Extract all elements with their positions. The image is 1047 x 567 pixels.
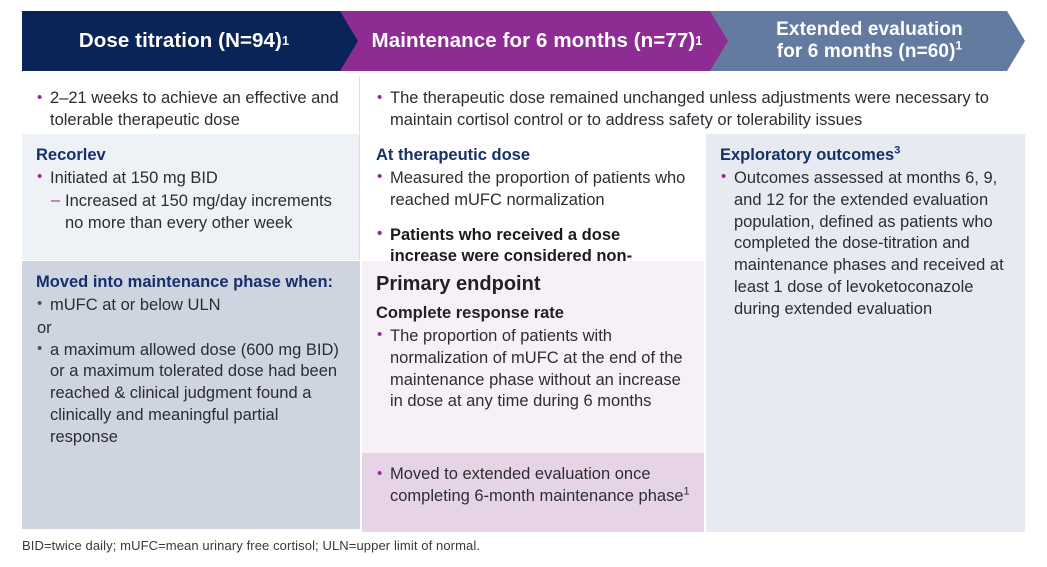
therapeutic-dose-note-list: The therapeutic dose remained unchanged … bbox=[376, 88, 1011, 132]
recorlev-heading: Recorlev bbox=[36, 146, 106, 164]
maintenance-criteria-connector: or bbox=[37, 318, 52, 337]
recorlev-dosing-list: Initiated at 150 mg BID Increased at 150… bbox=[36, 167, 345, 235]
list-item: a maximum allowed dose (600 mg BID) or a… bbox=[36, 339, 346, 450]
abbreviations-footnote: BID=twice daily; mUFC=mean urinary free … bbox=[22, 538, 481, 553]
complete-response-rate-subheading: Complete response rate bbox=[376, 304, 564, 322]
phase-header-dose-titration-label: Dose titration (N=94) bbox=[78, 29, 282, 52]
cell-titration-duration: 2–21 weeks to achieve an effective and t… bbox=[22, 77, 360, 133]
maintenance-criteria-list: mUFC at or below ULN bbox=[36, 294, 346, 317]
exploratory-outcomes-heading: Exploratory outcomes3 bbox=[720, 145, 1011, 166]
exploratory-outcomes-superscript: 3 bbox=[894, 144, 901, 157]
phase-header-maintenance-label: Maintenance for 6 months (n=77) bbox=[371, 29, 696, 52]
moved-to-extended-evaluation-text: Moved to extended evaluation once comple… bbox=[390, 465, 684, 505]
phase-header-dose-titration: Dose titration (N=94) 1 bbox=[22, 11, 362, 71]
cell-moved-to-extended-evaluation: Moved to extended evaluation once comple… bbox=[362, 453, 704, 532]
list-item: The therapeutic dose remained unchanged … bbox=[376, 88, 1011, 132]
at-therapeutic-dose-heading: At therapeutic dose bbox=[376, 146, 531, 164]
phase-content-grid: 2–21 weeks to achieve an effective and t… bbox=[22, 77, 1025, 532]
list-item: The proportion of patients with normaliz… bbox=[376, 325, 690, 414]
phase-header-maintenance: Maintenance for 6 months (n=77) 1 bbox=[340, 11, 732, 71]
maintenance-criteria-heading: Moved into maintenance phase when: bbox=[36, 273, 334, 291]
list-item-sub: Increased at 150 mg/day increments no mo… bbox=[36, 190, 345, 235]
phase-header-extended-evaluation-superscript: 1 bbox=[955, 39, 963, 53]
cell-therapeutic-dose-note: The therapeutic dose remained unchanged … bbox=[362, 77, 1025, 133]
phase-header-extended-evaluation-line2: for 6 months (n=60) bbox=[776, 41, 956, 62]
moved-to-extended-evaluation-superscript: 1 bbox=[683, 485, 690, 498]
at-therapeutic-dose-list: Measured the proportion of patients who … bbox=[376, 167, 690, 291]
list-item: Measured the proportion of patients who … bbox=[376, 167, 690, 212]
moved-to-extended-evaluation-list: Moved to extended evaluation once comple… bbox=[376, 464, 690, 508]
cell-exploratory-outcomes: Exploratory outcomes3 Outcomes assessed … bbox=[706, 134, 1025, 532]
primary-endpoint-heading: Primary endpoint bbox=[376, 273, 541, 295]
titration-duration-list: 2–21 weeks to achieve an effective and t… bbox=[36, 88, 345, 132]
list-item: Initiated at 150 mg BID bbox=[36, 167, 345, 190]
phase-header-extended-evaluation: Extended evaluation for 6 months (n=60)1 bbox=[710, 11, 1025, 71]
list-item: 2–21 weeks to achieve an effective and t… bbox=[36, 88, 345, 132]
maintenance-criteria-list-2: a maximum allowed dose (600 mg BID) or a… bbox=[36, 339, 346, 450]
cell-at-therapeutic-dose: At therapeutic dose Measured the proport… bbox=[362, 134, 704, 287]
primary-endpoint-list: The proportion of patients with normaliz… bbox=[376, 325, 690, 414]
cell-maintenance-criteria: Moved into maintenance phase when: mUFC … bbox=[22, 261, 360, 529]
exploratory-outcomes-list: Outcomes assessed at months 6, 9, and 12… bbox=[720, 167, 1011, 322]
cell-primary-endpoint: Primary endpoint Complete response rate … bbox=[362, 261, 704, 453]
list-item: Outcomes assessed at months 6, 9, and 12… bbox=[720, 167, 1011, 322]
exploratory-outcomes-heading-text: Exploratory outcomes bbox=[720, 146, 895, 164]
list-item: mUFC at or below ULN bbox=[36, 294, 346, 317]
list-item: Moved to extended evaluation once comple… bbox=[376, 464, 690, 508]
phase-header-extended-evaluation-line1: Extended evaluation bbox=[776, 19, 963, 41]
phase-header-band: Dose titration (N=94) 1 Maintenance for 6… bbox=[22, 11, 1025, 71]
cell-recorlev-dosing: Recorlev Initiated at 150 mg BID Increas… bbox=[22, 134, 360, 260]
